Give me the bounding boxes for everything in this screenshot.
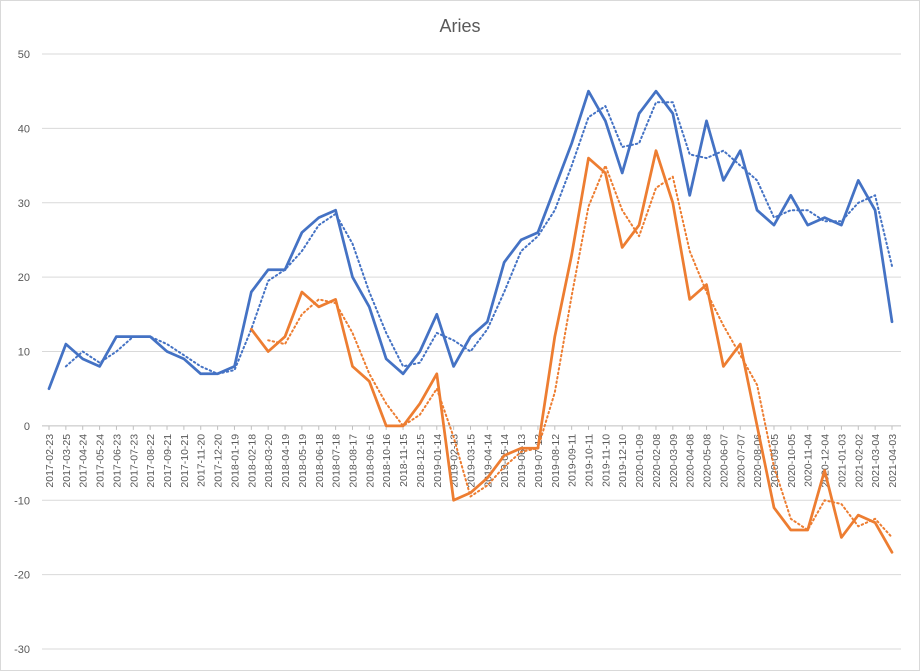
chart-title: Aries [439, 16, 481, 36]
x-tick-label: 2019-06-13 [516, 434, 528, 488]
y-tick-label: 40 [18, 123, 30, 135]
x-tick-label: 2017-11-20 [196, 434, 208, 487]
x-tick-label: 2018-05-19 [297, 434, 309, 488]
x-tick-label: 2017-06-23 [111, 434, 123, 488]
x-tick-label: 2020-04-08 [685, 434, 697, 488]
x-axis-ticks: 2017-02-23 2017-03-25 2017-04-24 2017-05-24… [44, 425, 899, 488]
x-tick-label: 2019-05-14 [499, 434, 511, 488]
x-tick-label: 2019-02-13 [449, 434, 461, 488]
x-tick-label: 2018-08-17 [347, 434, 359, 488]
y-tick-label: 0 [24, 421, 30, 433]
y-tick-label: 30 [18, 198, 30, 210]
x-tick-label: 2019-01-14 [432, 434, 444, 488]
y-tick-label: 50 [18, 49, 30, 61]
x-tick-label: 2021-04-03 [887, 434, 899, 488]
series-lines [47, 89, 894, 554]
x-tick-label: 2021-03-04 [870, 434, 882, 488]
y-tick-label: -30 [14, 644, 30, 656]
x-tick-label: 2021-02-02 [853, 434, 865, 488]
x-tick-label: 2019-10-11 [584, 434, 596, 487]
x-tick-label: 2018-02-18 [246, 434, 258, 488]
x-tick-label: 2018-04-19 [280, 434, 292, 488]
x-tick-label: 2020-03-09 [668, 434, 680, 488]
x-tick-label: 2017-12-20 [213, 434, 225, 488]
x-tick-label: 2017-07-23 [128, 434, 140, 488]
x-tick-label: 2020-09-05 [769, 434, 781, 488]
x-tick-label: 2018-07-18 [331, 434, 343, 488]
x-tick-label: 2019-09-11 [567, 434, 579, 487]
x-tick-label: 2018-11-15 [398, 434, 410, 487]
x-tick-label: 2017-02-23 [44, 434, 56, 488]
x-tick-label: 2020-01-09 [634, 434, 646, 488]
series-line-solid-0 [47, 89, 894, 391]
y-tick-label: 10 [18, 347, 30, 359]
x-tick-label: 2019-08-12 [550, 434, 562, 488]
y-axis-ticks: -30 -20 -10 0 10 20 30 40 50 [14, 49, 30, 656]
x-tick-label: 2020-11-04 [803, 434, 815, 487]
y-tick-label: -20 [14, 570, 30, 582]
x-tick-label: 2020-07-07 [735, 434, 747, 488]
y-tick-label: -10 [14, 495, 30, 507]
x-tick-label: 2020-06-07 [718, 434, 730, 488]
x-tick-label: 2020-08-06 [752, 434, 764, 488]
x-tick-label: 2017-04-24 [78, 434, 90, 488]
x-tick-label: 2020-05-08 [702, 434, 714, 488]
x-tick-label: 2017-03-25 [61, 434, 73, 488]
x-tick-label: 2018-10-16 [381, 434, 393, 488]
x-tick-label: 2020-02-08 [651, 434, 663, 488]
x-tick-label: 2017-05-24 [95, 434, 107, 488]
x-tick-label: 2018-09-16 [364, 434, 376, 488]
x-tick-label: 2021-01-03 [836, 434, 848, 488]
x-tick-label: 2017-10-21 [179, 434, 191, 488]
series-line-dotted-3 [267, 164, 893, 539]
gridlines [42, 53, 901, 650]
x-tick-label: 2017-08-22 [145, 434, 157, 488]
x-tick-label: 2018-06-18 [314, 434, 326, 488]
x-tick-label: 2018-03-20 [263, 434, 275, 488]
x-tick-label: 2018-01-19 [229, 434, 241, 488]
x-tick-label: 2019-11-10 [600, 434, 612, 487]
y-tick-label: 20 [18, 272, 30, 284]
x-tick-label: 2018-12-15 [415, 434, 427, 488]
x-tick-label: 2020-10-05 [786, 434, 798, 488]
series-line-solid-2 [249, 149, 894, 554]
x-tick-label: 2017-09-21 [162, 434, 174, 488]
x-tick-label: 2019-12-10 [617, 434, 629, 488]
x-tick-label: 2019-03-15 [466, 434, 478, 488]
series-line-dotted-1 [64, 101, 893, 375]
